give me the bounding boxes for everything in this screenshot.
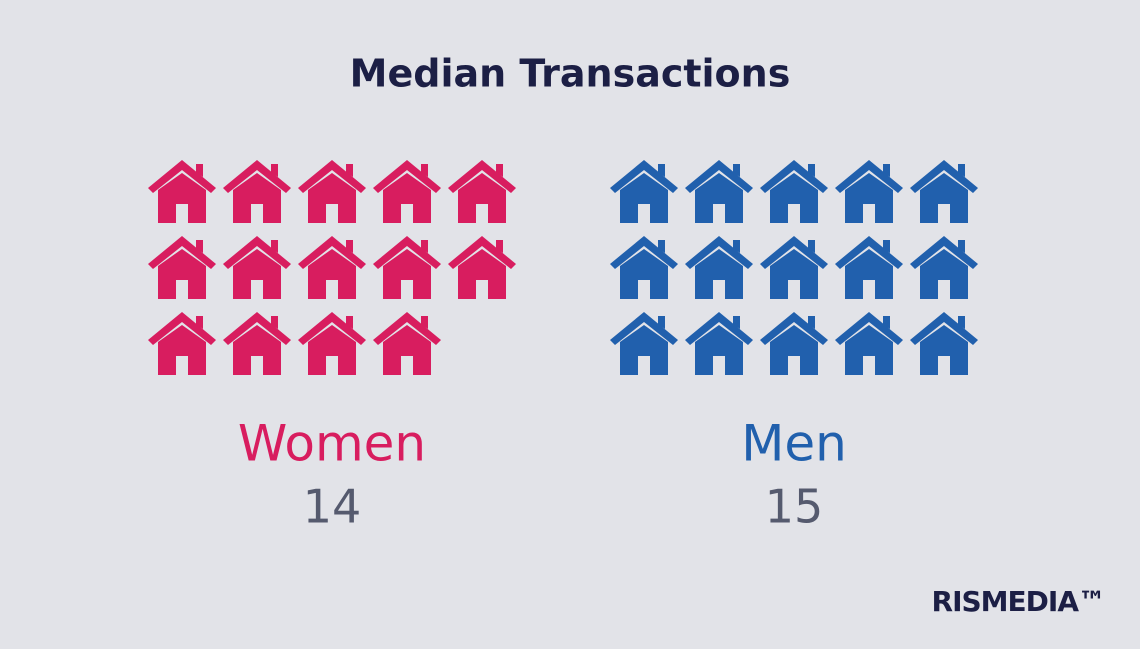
house-icon xyxy=(610,236,678,299)
house-icon xyxy=(685,160,753,223)
house-icon xyxy=(448,160,516,223)
house-icon xyxy=(685,236,753,299)
house-icon xyxy=(298,236,366,299)
house-icon xyxy=(148,160,216,223)
house-icon xyxy=(760,236,828,299)
brand-logo: RISMEDIA™ xyxy=(932,585,1105,618)
value-label: 15 xyxy=(765,480,824,534)
house-icon xyxy=(148,312,216,375)
category-label: Women xyxy=(238,415,426,473)
house-icon xyxy=(835,312,903,375)
category-label: Men xyxy=(741,415,847,473)
house-icon xyxy=(685,312,753,375)
house-icon xyxy=(760,312,828,375)
house-icon xyxy=(298,312,366,375)
house-icon xyxy=(148,236,216,299)
house-icon xyxy=(910,312,978,375)
house-icon xyxy=(373,236,441,299)
house-icon xyxy=(835,160,903,223)
house-icon xyxy=(610,160,678,223)
house-icon xyxy=(373,312,441,375)
house-icon xyxy=(223,160,291,223)
house-icon xyxy=(760,160,828,223)
value-label: 14 xyxy=(303,480,362,534)
house-icon xyxy=(223,236,291,299)
house-icon xyxy=(298,160,366,223)
house-icon xyxy=(910,236,978,299)
chart-title: Median Transactions xyxy=(350,52,791,96)
house-icon xyxy=(448,236,516,299)
house-icon xyxy=(373,160,441,223)
house-icon xyxy=(610,312,678,375)
house-icon xyxy=(910,160,978,223)
house-icon xyxy=(835,236,903,299)
house-icon xyxy=(223,312,291,375)
